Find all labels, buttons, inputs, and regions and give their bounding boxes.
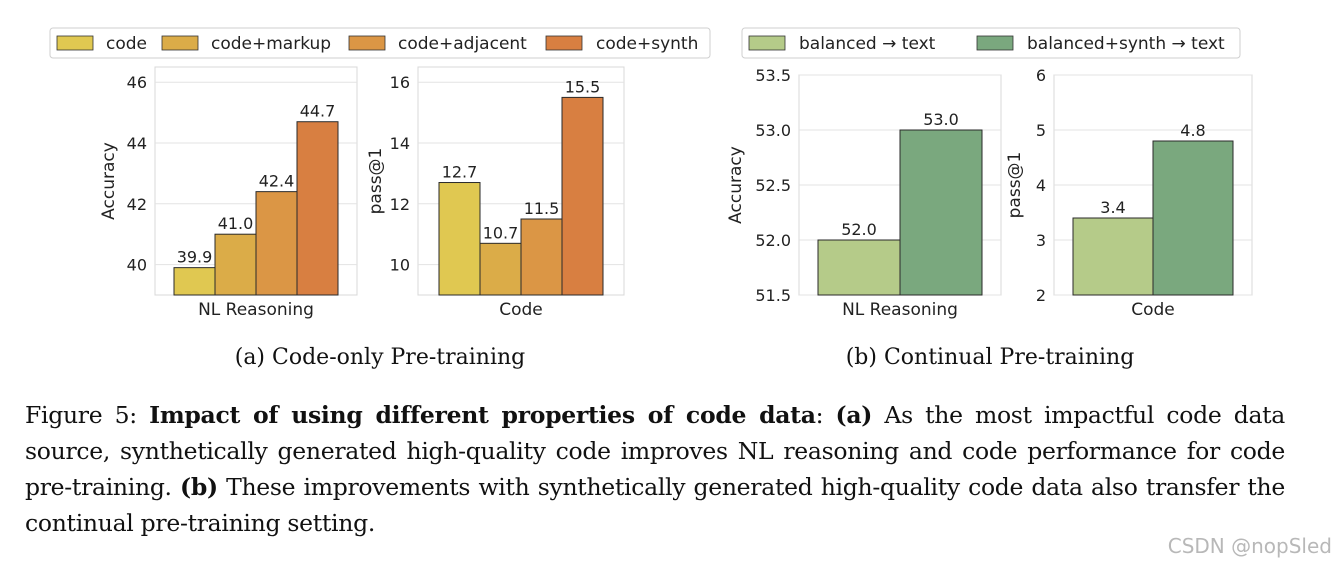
y-tick-label: 52.0: [755, 231, 791, 250]
legend-b: balanced → text balanced+synth → text: [741, 27, 1241, 59]
y-tick-label: 5: [1036, 121, 1046, 140]
bar-code-adjacent: [520, 218, 563, 296]
y-tick-label: 4: [1036, 176, 1046, 195]
bar-balanced-synth-text: [899, 129, 983, 296]
legend-a-swatch-code-synth: [545, 35, 583, 51]
bar-value-label: 53.0: [923, 110, 959, 129]
bar-balanced-text: [817, 239, 901, 296]
bar-value-label: 10.7: [483, 223, 519, 242]
part-b-tag: (b): [180, 473, 218, 501]
y-axis-label: pass@1: [366, 148, 386, 215]
legend-a-label-code-markup: code+markup: [211, 34, 331, 54]
y-axis-label: Accuracy: [726, 146, 746, 224]
bar-value-label: 39.9: [177, 248, 213, 267]
y-tick-label: 46: [127, 73, 147, 92]
bar-balanced-synth-text: [1152, 140, 1234, 296]
bar-code-synth: [296, 121, 339, 296]
y-tick-label: 53.0: [755, 121, 791, 140]
y-tick-label: 12: [390, 195, 410, 214]
bar-value-label: 4.8: [1180, 121, 1205, 140]
y-tick-label: 6: [1036, 66, 1046, 85]
bar-code-synth: [561, 96, 604, 296]
y-tick-label: 3: [1036, 231, 1046, 250]
x-axis-label: Code: [499, 300, 543, 320]
legend-a-label-code-adjacent: code+adjacent: [398, 34, 527, 54]
bar-balanced-text: [1072, 217, 1154, 296]
bar-code: [438, 182, 481, 296]
watermark: CSDN @nopSled: [1167, 534, 1332, 558]
legend-a-label-code: code: [106, 34, 147, 54]
bar-value-label: 11.5: [524, 199, 560, 218]
chart-b-code: 2 3 4 5 6 3.4 4.8 Code pass@1: [1005, 66, 1253, 320]
y-tick-label: 52.5: [755, 176, 791, 195]
subfigure-caption-b: (b) Continual Pre-training: [846, 345, 1135, 370]
legend-b-label-balanced-synth-text: balanced+synth → text: [1027, 34, 1225, 54]
x-axis-label: NL Reasoning: [842, 300, 958, 320]
part-b-text: These improvements with synthetically ge…: [25, 473, 1285, 537]
bar-value-label: 42.4: [259, 172, 295, 191]
y-tick-label: 53.5: [755, 66, 791, 85]
legend-b-swatch-balanced-synth-text: [976, 35, 1014, 51]
legend-a-swatch-code-markup: [161, 35, 199, 51]
chart-a-nl-reasoning: 40 42 44 46 39.9 41.0 42.4 44.7 NL Reasoning Accu…: [99, 66, 358, 320]
y-tick-label: 16: [390, 73, 410, 92]
part-a-text: As the most impactful code data source, …: [25, 401, 1286, 501]
figure-caption: Figure 5: Impact of using different prop…: [25, 401, 1286, 537]
bar-code-markup: [479, 242, 522, 296]
part-a-tag: (a): [835, 401, 873, 429]
bar-value-label: 44.7: [300, 102, 336, 121]
y-tick-label: 40: [127, 256, 147, 275]
subfigure-caption-a: (a) Code-only Pre-training: [235, 345, 526, 370]
y-tick-label: 14: [390, 134, 410, 153]
x-axis-label: Code: [1131, 300, 1175, 320]
y-axis-label: pass@1: [1005, 152, 1025, 219]
chart-a-code: 10 12 14 16 12.7 10.7 11.5 15.5 Code pass@1: [366, 66, 625, 320]
bar-value-label: 15.5: [565, 77, 601, 96]
bar-value-label: 52.0: [841, 220, 877, 239]
figure-label: Figure 5:: [25, 401, 137, 429]
y-tick-label: 42: [127, 195, 147, 214]
bar-code-adjacent: [255, 191, 298, 296]
chart-b-nl-reasoning: 51.5 52.0 52.5 53.0 53.5 52.0 53.0 NL Reasoning…: [726, 66, 1002, 320]
figure-title: Impact of using different properties of …: [149, 401, 816, 429]
legend-b-label-balanced-text: balanced → text: [799, 34, 936, 54]
y-tick-label: 10: [390, 256, 410, 275]
bar-value-label: 3.4: [1100, 198, 1125, 217]
legend-a-label-code-synth: code+synth: [596, 34, 698, 54]
legend-a-swatch-code: [56, 35, 94, 51]
x-axis-label: NL Reasoning: [198, 300, 314, 320]
y-tick-label: 44: [127, 134, 147, 153]
y-axis-label: Accuracy: [99, 142, 119, 220]
bar-code-markup: [214, 233, 257, 296]
y-tick-label: 51.5: [755, 286, 791, 305]
figure-panels: code code+markup code+adjacent code+synt…: [49, 27, 1253, 370]
legend-a: code code+markup code+adjacent code+synt…: [49, 27, 711, 59]
y-tick-label: 2: [1036, 286, 1046, 305]
bar-value-label: 41.0: [218, 214, 254, 233]
bar-code: [173, 267, 216, 296]
legend-b-swatch-balanced-text: [748, 35, 786, 51]
legend-a-swatch-code-adjacent: [348, 35, 386, 51]
bar-value-label: 12.7: [442, 163, 478, 182]
